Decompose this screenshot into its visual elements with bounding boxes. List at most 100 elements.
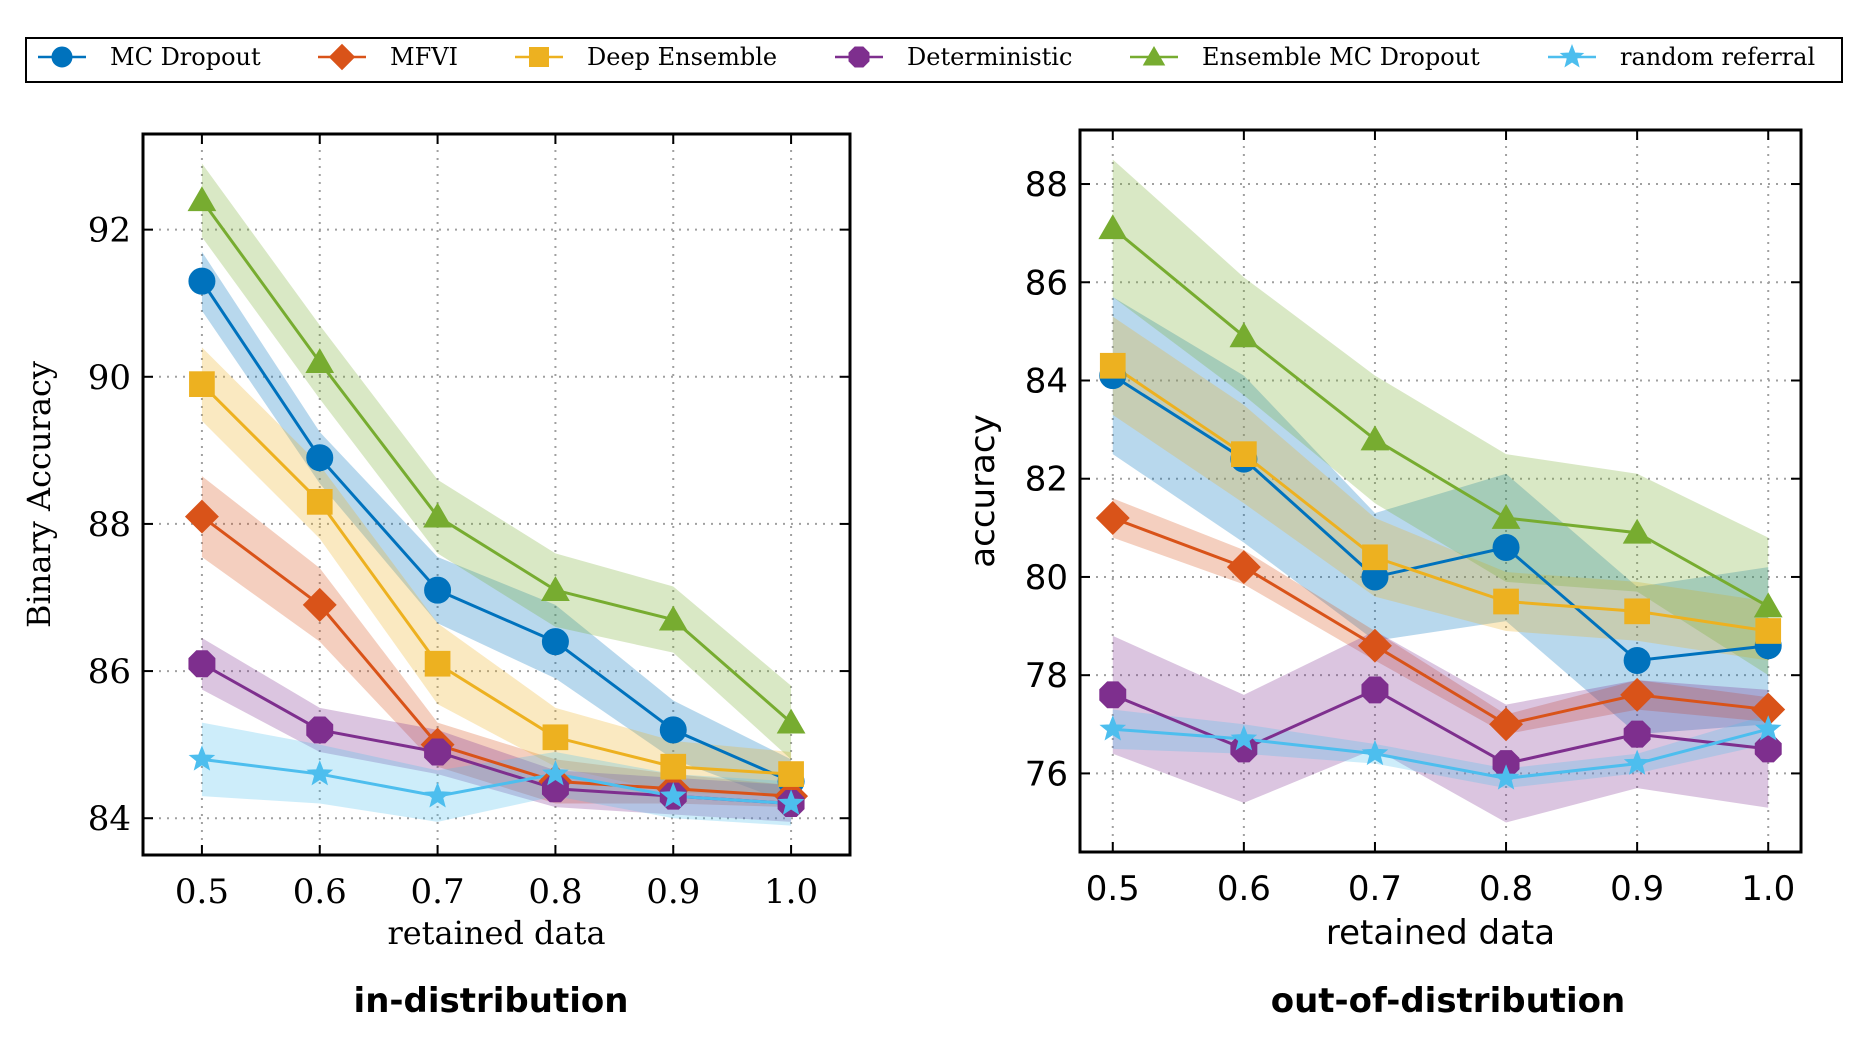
point-mc-dropout	[424, 576, 452, 604]
line-random-referral	[201, 757, 792, 805]
y-tick-label: 76	[1025, 754, 1068, 794]
series-lines	[1111, 227, 1769, 780]
point-mfvi	[1226, 550, 1261, 585]
y-tick-label: 88	[1025, 165, 1068, 205]
point-random-referral	[777, 789, 805, 815]
ticks	[1080, 130, 1801, 852]
series-markers	[1095, 214, 1786, 790]
point-deterministic	[1754, 735, 1782, 763]
y-tick-label: 86	[1025, 263, 1068, 303]
point-ensemble-mc-dropout	[423, 502, 452, 528]
point-random-referral	[1099, 715, 1127, 741]
point-deterministic	[1623, 720, 1651, 748]
point-mc-dropout	[188, 267, 216, 295]
legend-marker	[1559, 44, 1585, 68]
y-axis-label: Binary Accuracy	[20, 361, 58, 628]
point-mc-dropout	[1492, 533, 1520, 561]
band-deterministic	[201, 637, 792, 822]
confidence-bands	[1112, 159, 1769, 823]
point-ensemble-mc-dropout	[1753, 592, 1783, 618]
point-mfvi	[1489, 707, 1524, 742]
point-deep-ensemble	[189, 371, 215, 397]
x-tick-label: 0.8	[528, 872, 582, 912]
y-tick-label: 90	[88, 358, 131, 398]
x-tick-label: 1.0	[1741, 869, 1795, 909]
series-lines	[200, 199, 793, 805]
legend-label: random referral	[1620, 43, 1815, 71]
point-deep-ensemble	[1362, 544, 1388, 571]
confidence-bands	[201, 163, 792, 826]
point-mfvi	[1095, 501, 1130, 535]
point-mc-dropout	[541, 628, 569, 656]
x-tick-label: 0.6	[1217, 869, 1271, 909]
point-deterministic	[188, 650, 216, 678]
point-mc-dropout	[306, 444, 334, 472]
legend-label: MFVI	[390, 43, 458, 71]
point-ensemble-mc-dropout	[187, 186, 217, 212]
point-deep-ensemble	[1493, 588, 1519, 615]
line-mc-dropout	[200, 280, 792, 783]
line-deep-ensemble	[1111, 364, 1769, 633]
point-random-referral	[659, 782, 687, 808]
x-tick-label: 0.5	[175, 872, 229, 912]
point-deterministic	[424, 738, 452, 766]
point-random-referral	[188, 745, 216, 771]
legend-label: Deep Ensemble	[587, 43, 777, 71]
point-random-referral	[424, 782, 451, 808]
point-deep-ensemble	[306, 489, 333, 515]
legend-marker	[1142, 45, 1166, 66]
point-mfvi	[1620, 677, 1655, 712]
point-random-referral	[1754, 715, 1782, 741]
x-tick-label: 0.5	[1086, 869, 1140, 909]
line-deep-ensemble	[200, 383, 792, 776]
point-ensemble-mc-dropout	[1622, 518, 1652, 544]
point-random-referral	[1361, 739, 1389, 766]
line-mfvi	[201, 515, 792, 798]
point-ensemble-mc-dropout	[305, 348, 335, 373]
line-ensemble-mc-dropout	[200, 199, 793, 724]
point-ensemble-mc-dropout	[541, 576, 570, 602]
band-deep-ensemble	[1112, 316, 1769, 661]
legend: MC Dropout MFVI Deep Ensemble Deterministic…	[25, 37, 1843, 83]
line-mfvi	[1112, 516, 1769, 726]
chart-panel-out-of-distribution: 0.5 0.6 0.7 0.8 0.9 1.0 76 78 80 82 84 86 88 retained…	[963, 128, 1803, 953]
legend-marker	[848, 46, 870, 68]
chart-panel-in-distribution: 0.5 0.6 0.7 0.8 0.9 1.0 84 86 88 90 92 retained dat…	[20, 132, 852, 952]
axes-frame	[1078, 128, 1803, 854]
point-deep-ensemble	[778, 761, 804, 787]
point-random-referral	[542, 760, 569, 786]
point-random-referral	[306, 760, 334, 786]
legend-label: Deterministic	[907, 43, 1072, 71]
point-deterministic	[1099, 681, 1127, 709]
line-deterministic	[1112, 688, 1769, 766]
y-tick-label: 80	[1025, 558, 1068, 598]
y-tick-label: 92	[88, 211, 131, 251]
point-deep-ensemble	[1231, 441, 1257, 468]
legend-marker	[51, 46, 73, 68]
axes-frame	[141, 132, 852, 857]
point-mfvi	[184, 499, 219, 534]
point-random-referral	[1492, 764, 1520, 790]
point-deep-ensemble	[660, 753, 687, 780]
x-tick-label: 0.9	[1610, 869, 1664, 909]
legend-frame	[25, 37, 1843, 83]
band-ensemble-mc-dropout	[201, 163, 792, 760]
point-ensemble-mc-dropout	[1360, 425, 1390, 451]
x-tick-label: 1.0	[764, 872, 818, 912]
x-tick-label: 0.6	[293, 872, 347, 912]
legend-label: MC Dropout	[110, 43, 261, 71]
chart-caption: in-distribution	[354, 981, 629, 1021]
point-mfvi	[1357, 628, 1392, 663]
x-axis-label: retained data	[1326, 913, 1555, 953]
point-random-referral	[1230, 725, 1258, 751]
point-deterministic	[1361, 676, 1389, 704]
line-random-referral	[1112, 727, 1769, 780]
band-mfvi	[201, 476, 792, 808]
x-tick-label: 0.9	[646, 872, 700, 912]
x-tick-label: 0.7	[411, 872, 465, 912]
x-axis-label: retained data	[387, 914, 605, 952]
point-ensemble-mc-dropout	[1229, 322, 1259, 348]
band-mfvi	[1112, 498, 1769, 735]
x-tick-label: 0.8	[1479, 869, 1533, 909]
legend-label: Ensemble MC Dropout	[1202, 43, 1480, 71]
